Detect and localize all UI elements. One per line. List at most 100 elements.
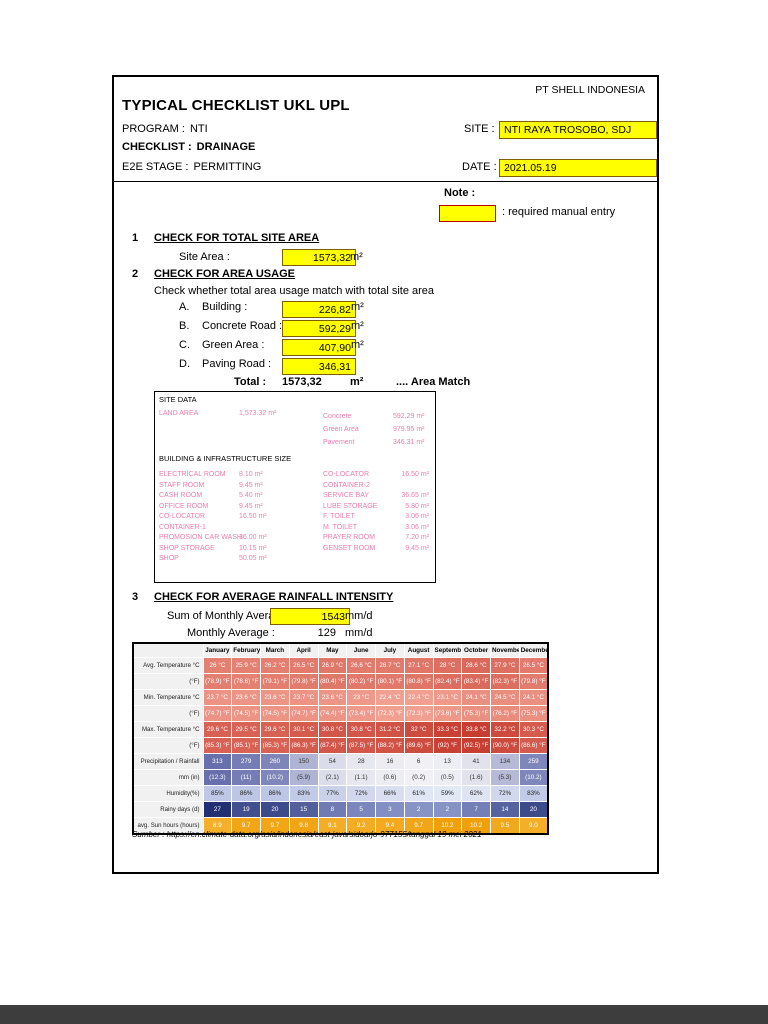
item-unit: m² xyxy=(351,301,364,313)
site-data-row: LUBE STORAGE 5.80 m² xyxy=(323,502,431,513)
climate-value-cell: 10.2 xyxy=(432,817,463,835)
climate-value-cell: (92.5) °F xyxy=(461,737,491,754)
site-area-value-box[interactable]: 1573,32 xyxy=(282,249,356,266)
climate-value-cell: 5 xyxy=(346,801,376,818)
climate-data-row: mm (in) (12.3) (11) (10.2) (5.9) (2.1) (1.1) (0… xyxy=(132,769,549,786)
site-data-item-label: OFFICE ROOM xyxy=(159,502,209,510)
climate-value-cell: 23.1 °C xyxy=(432,689,463,706)
viewer-bottom-bar xyxy=(0,1005,768,1024)
section3-title: CHECK FOR AVERAGE RAINFALL INTENSITY xyxy=(154,591,394,603)
climate-value-cell: 313 xyxy=(202,753,233,770)
climate-value-cell: 26 °C xyxy=(202,657,233,674)
climate-data-row: (°F) (74.7) °F (74.5) °F (74.5) °F (74.7) °F… xyxy=(132,705,549,722)
site-data-item-label: Pavement xyxy=(323,439,355,446)
company-name: PT SHELL INDONESIA xyxy=(535,84,645,96)
climate-value-cell: 33.8 °C xyxy=(461,721,491,738)
climate-value-cell: 30.1 °C xyxy=(288,721,319,738)
item-letter: D. xyxy=(179,358,190,370)
site-data-item-value: 9.45 m² xyxy=(239,481,263,489)
site-data-row: Concrete 592.29 m² xyxy=(323,410,431,423)
climate-value-cell: 9.5 xyxy=(490,817,520,835)
item-value-box[interactable]: 226,82 xyxy=(282,301,356,318)
climate-value-cell: 16 xyxy=(375,753,405,770)
climate-month-header: August xyxy=(403,642,434,658)
total-unit: m² xyxy=(350,376,364,388)
climate-value-cell: (74.7) °F xyxy=(288,705,319,722)
climate-value-cell: 54 xyxy=(317,753,348,770)
climate-value-cell: 83% xyxy=(288,785,319,802)
climate-value-cell: (73.6) °F xyxy=(432,705,463,722)
climate-value-cell: 29.5 °C xyxy=(231,721,261,738)
site-data-item-label: F. TOILET xyxy=(323,513,355,520)
climate-value-cell: 62% xyxy=(461,785,491,802)
site-data-item-value: 5.40 m² xyxy=(239,492,263,499)
item-letter: B. xyxy=(179,320,190,332)
item-label: Building : xyxy=(202,301,248,313)
climate-value-cell: (80.2) °F xyxy=(346,673,376,690)
site-data-item-value: 36.65 m² xyxy=(401,492,429,499)
climate-row-label: (°F) xyxy=(132,737,204,754)
item-value-box[interactable]: 592,29 xyxy=(282,320,356,337)
climate-value-cell: 30.3 °C xyxy=(518,721,549,738)
site-data-title: SITE DATA xyxy=(159,395,197,404)
area-usage-row: D. Paving Road : 346,31 xyxy=(179,358,399,377)
site-data-item-label: CO-LOCATOR xyxy=(159,513,206,520)
climate-value-cell: 26.7 °C xyxy=(375,657,405,674)
site-data-row: M. TOILET 3.06 m² xyxy=(323,523,431,534)
checklist-sheet: PT SHELL INDONESIA TYPICAL CHECKLIST UKL… xyxy=(112,75,659,874)
climate-value-cell: 32 °C xyxy=(403,721,434,738)
site-data-item-label: SHOP xyxy=(159,555,179,562)
item-value-box[interactable]: 346,31 xyxy=(282,358,356,375)
climate-value-cell: 27.1 °C xyxy=(403,657,434,674)
climate-month-header: November xyxy=(490,642,520,658)
climate-value-cell: (79.8) °F xyxy=(288,673,319,690)
climate-value-cell: (79.1) °F xyxy=(260,673,290,690)
climate-month-header: June xyxy=(346,642,376,658)
climate-value-cell: 26.6 °C xyxy=(346,657,376,674)
site-value-box[interactable]: NTI RAYA TROSOBO, SDJ xyxy=(499,121,657,139)
site-data-row: CASH ROOM 5.40 m² xyxy=(159,491,317,502)
section1-number: 1 xyxy=(132,232,139,244)
climate-data-row: avg. Sun hours (hours) 8.9 9.7 9.7 9.8 9.1 9.2… xyxy=(132,817,549,835)
land-area-value: 1,573.32 m² xyxy=(239,410,277,417)
climate-value-cell: 72% xyxy=(346,785,376,802)
site-data-row: Green Area 979.95 m² xyxy=(323,423,431,436)
climate-value-cell: 22.4 °C xyxy=(375,689,405,706)
site-data-row: CONTAINER-1 xyxy=(159,523,317,534)
climate-value-cell: 72% xyxy=(490,785,520,802)
date-label: DATE : xyxy=(462,161,497,173)
climate-value-cell: 26.9 °C xyxy=(317,657,348,674)
climate-value-cell: 3 xyxy=(375,801,405,818)
site-data-item-value: 7.20 m² xyxy=(405,534,429,541)
climate-value-cell: (75.3) °F xyxy=(461,705,491,722)
rainfall-avg-value: 129 xyxy=(317,627,336,639)
site-data-item-label: PRAYER ROOM xyxy=(323,534,375,541)
climate-value-cell: 15 xyxy=(288,801,319,818)
site-data-item-value: 3.06 m² xyxy=(405,523,429,531)
site-data-item-label: PROMOSION CAR WASH xyxy=(159,534,242,541)
climate-value-cell: (82.3) °F xyxy=(490,673,520,690)
climate-value-cell: 24.5 °C xyxy=(490,689,520,706)
climate-value-cell: 8 xyxy=(317,801,348,818)
site-data-row: SERVICE BAY 36.65 m² xyxy=(323,491,431,502)
site-area-label: Site Area : xyxy=(179,251,230,263)
climate-value-cell: 28.6 °C xyxy=(461,657,491,674)
climate-value-cell: (74.4) °F xyxy=(317,705,348,722)
climate-value-cell: 9.7 xyxy=(403,817,434,835)
climate-row-label: Max. Temperature °C xyxy=(132,721,204,738)
climate-value-cell: 22.4 °C xyxy=(403,689,434,706)
climate-value-cell: 41 xyxy=(461,753,491,770)
climate-value-cell: 20 xyxy=(518,801,549,818)
stage-label: E2E STAGE : xyxy=(122,161,189,173)
site-data-row: PROMOSION CAR WASH 36.00 m² xyxy=(159,533,317,544)
climate-value-cell: (86.3) °F xyxy=(288,737,319,754)
area-usage-row: B. Concrete Road :592,29 m² xyxy=(179,320,399,339)
climate-corner-cell xyxy=(132,642,204,658)
site-data-item-label: Green Area xyxy=(323,426,359,433)
date-value-box[interactable]: 2021.05.19 xyxy=(499,159,657,177)
rainfall-sum-value-box[interactable]: 1543 xyxy=(270,608,350,625)
site-data-item-label: GENSET ROOM xyxy=(323,544,376,552)
stage-row: E2E STAGE : PERMITTING xyxy=(122,161,261,173)
climate-value-cell: (85.1) °F xyxy=(231,737,261,754)
item-value-box[interactable]: 407,90 xyxy=(282,339,356,356)
